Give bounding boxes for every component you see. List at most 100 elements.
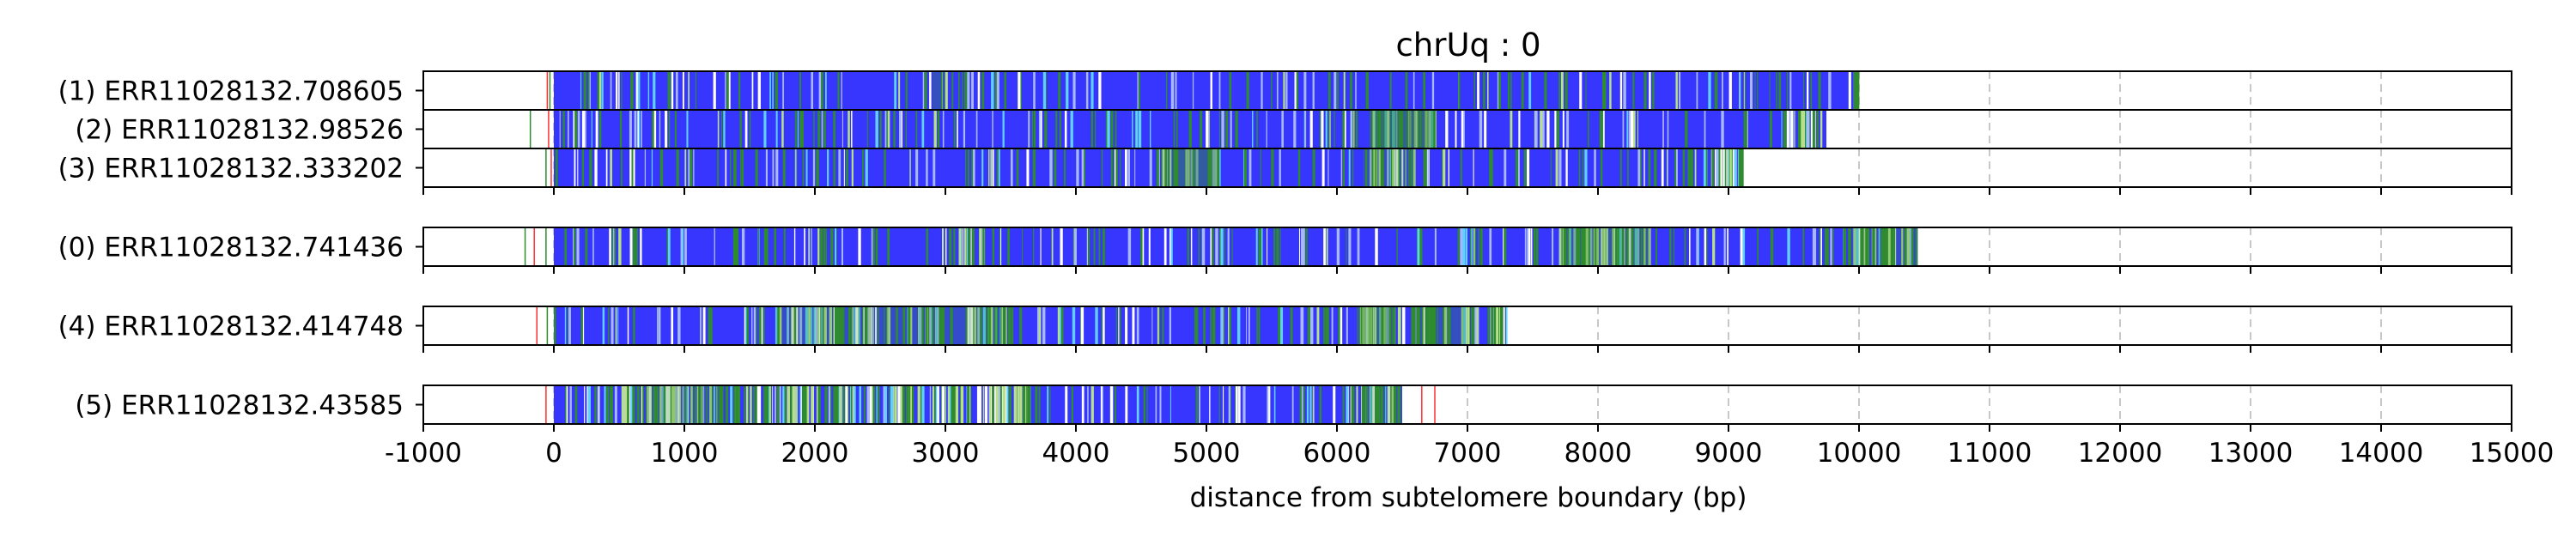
read-stripe xyxy=(1002,386,1006,423)
read-stripe xyxy=(1102,228,1105,265)
read-stripe xyxy=(1327,72,1331,109)
read-stripe xyxy=(854,307,856,344)
read-stripe xyxy=(1423,307,1425,344)
read-stripe xyxy=(1477,72,1479,109)
read-stripe xyxy=(1675,72,1678,109)
read-stripe xyxy=(1461,228,1464,265)
read-stripe xyxy=(753,307,756,344)
read-stripe xyxy=(749,111,751,148)
read-stripe xyxy=(884,111,887,148)
read-stripe xyxy=(585,228,588,265)
read-stripe xyxy=(1863,228,1867,265)
read-stripe xyxy=(999,228,1001,265)
read-stripe xyxy=(1579,72,1583,109)
read-stripe xyxy=(1061,307,1064,344)
read-stripe xyxy=(867,307,871,344)
read-stripe xyxy=(974,307,976,344)
read-stripe xyxy=(1460,149,1462,186)
read-stripe xyxy=(1787,228,1790,265)
read-stripe xyxy=(1397,386,1400,423)
read-stripe xyxy=(990,307,993,344)
read-stripe xyxy=(1848,228,1851,265)
read-stripe xyxy=(1060,307,1062,344)
read-stripe xyxy=(674,386,677,423)
read-stripe xyxy=(1878,228,1880,265)
read-stripe xyxy=(784,386,787,423)
read-stripe xyxy=(1218,72,1221,109)
read-stripe xyxy=(586,386,589,423)
read-stripe xyxy=(1357,228,1360,265)
read-stripe xyxy=(960,386,964,423)
read-stripe xyxy=(953,228,956,265)
read-stripe xyxy=(823,228,826,265)
read-stripe xyxy=(1087,386,1089,423)
read-stripe xyxy=(1310,307,1314,344)
read-stripe xyxy=(1622,111,1625,148)
read-stripe xyxy=(1071,386,1073,423)
read-stripe xyxy=(835,307,838,344)
read-stripe xyxy=(1381,149,1384,186)
read-stripe xyxy=(738,72,741,109)
read-stripe xyxy=(887,228,890,265)
read-stripe xyxy=(700,307,702,344)
read-stripe xyxy=(939,307,941,344)
read-stripe xyxy=(1019,386,1023,423)
read-stripe xyxy=(990,149,993,186)
read-stripe xyxy=(665,111,668,148)
read-stripe xyxy=(1909,228,1911,265)
read-stripe xyxy=(1303,72,1307,109)
read-stripe xyxy=(1499,307,1502,344)
read-stripe xyxy=(1904,228,1907,265)
read-stripe xyxy=(1790,111,1794,148)
read-stripe xyxy=(884,149,886,186)
read-stripe xyxy=(1391,386,1394,423)
x-tick-label: 5000 xyxy=(1173,438,1241,469)
read-stripe xyxy=(1093,228,1096,265)
read-stripe xyxy=(1271,72,1273,109)
read-stripe xyxy=(1566,149,1568,186)
read-stripe xyxy=(1891,228,1894,265)
read-stripe xyxy=(1901,228,1904,265)
read-stripe xyxy=(937,111,940,148)
read-stripe xyxy=(1426,307,1430,344)
read-stripe xyxy=(1115,149,1118,186)
read-stripe xyxy=(756,386,758,423)
read-stripe xyxy=(1868,228,1870,265)
read-stripe xyxy=(1159,386,1162,423)
read-stripe xyxy=(1055,111,1058,148)
read-stripe xyxy=(1740,228,1743,265)
read-stripe xyxy=(729,149,732,186)
read-stripe xyxy=(819,307,822,344)
read-stripe xyxy=(688,149,690,186)
read-stripe xyxy=(1505,307,1508,344)
read-stripe xyxy=(1729,149,1732,186)
read-stripe xyxy=(1018,72,1021,109)
read-stripe xyxy=(859,307,860,344)
read-stripe xyxy=(573,111,575,148)
read-stripe xyxy=(1246,72,1249,109)
read-stripe xyxy=(938,386,939,423)
read-stripe xyxy=(1720,149,1722,186)
read-stripe xyxy=(1589,228,1593,265)
read-stripe xyxy=(817,386,821,423)
read-stripe xyxy=(1326,228,1328,265)
read-stripe xyxy=(1009,386,1012,423)
read-stripe xyxy=(1474,307,1477,344)
read-stripe xyxy=(792,386,795,423)
read-stripe xyxy=(843,149,845,186)
read-stripe xyxy=(1022,228,1024,265)
read-stripe xyxy=(1333,386,1334,423)
read-stripe xyxy=(1218,386,1220,423)
read-stripe xyxy=(853,386,856,423)
repeat-span xyxy=(1356,307,1396,344)
read-stripe xyxy=(794,111,797,148)
read-stripe xyxy=(569,386,572,423)
read-stripe xyxy=(732,228,737,265)
read-stripe xyxy=(1229,307,1231,344)
read-stripe xyxy=(935,386,938,423)
read-stripe xyxy=(613,228,617,265)
read-stripe xyxy=(835,228,836,265)
read-stripe xyxy=(641,111,642,148)
read-stripe xyxy=(1911,228,1914,265)
read-stripe xyxy=(1026,386,1028,423)
